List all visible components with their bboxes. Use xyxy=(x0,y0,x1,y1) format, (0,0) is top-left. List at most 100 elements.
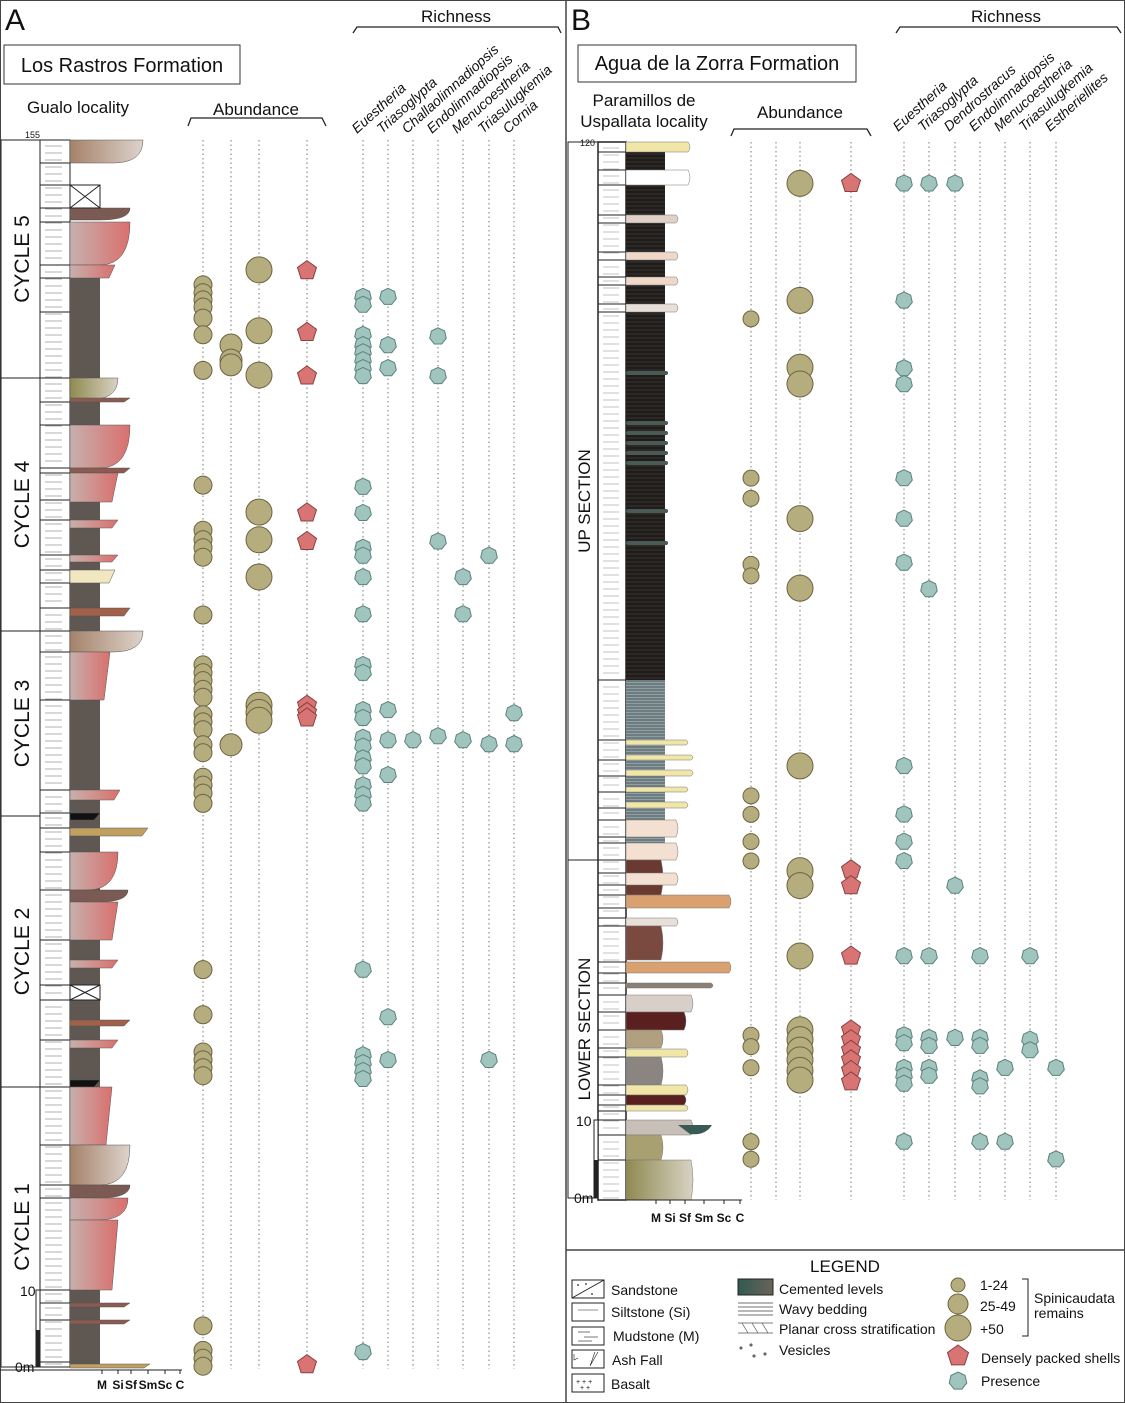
presence-marker xyxy=(354,1069,372,1087)
presence-marker xyxy=(480,1050,498,1068)
grain-size-label: Sm xyxy=(695,1211,714,1225)
abundance-marker-1-24 xyxy=(193,547,213,567)
legend-label-sandstone: Sandstone xyxy=(611,1282,678,1298)
legend-title: LEGEND xyxy=(810,1257,880,1276)
grain-size-label: C xyxy=(736,1211,745,1225)
cycle-label: CYCLE 4 xyxy=(11,460,34,548)
presence-marker xyxy=(895,805,913,823)
abundance-marker-gt50 xyxy=(786,942,814,970)
sediment-bed xyxy=(69,472,119,503)
presence-marker xyxy=(505,734,523,753)
lithology-strip xyxy=(597,141,627,1201)
abundance-marker-gt50 xyxy=(245,317,273,345)
legend-label-ash-fall: Ash Fall xyxy=(612,1352,663,1368)
legend-label-25-49: 25-49 xyxy=(980,1298,1016,1314)
abundance-bracket-b xyxy=(730,128,872,137)
sediment-bed xyxy=(69,901,119,941)
presence-marker xyxy=(895,756,913,775)
sediment-bed xyxy=(69,207,131,221)
legend-basalt: + + ++ + Basalt xyxy=(571,1373,650,1393)
presence-marker xyxy=(1047,1058,1065,1076)
legend-group-label-1: Spinicaudata xyxy=(1034,1290,1115,1306)
sediment-bed xyxy=(69,397,131,403)
densely-packed-marker xyxy=(296,502,318,522)
locality-label-a: Gualo locality xyxy=(27,98,130,117)
presence-marker xyxy=(354,295,372,313)
presence-marker xyxy=(895,1132,913,1150)
sediment-bed xyxy=(625,754,694,761)
sediment-bed xyxy=(69,467,131,474)
legend-label-planar: Planar cross stratification xyxy=(779,1321,935,1337)
abundance-marker-gt50 xyxy=(786,370,814,398)
sediment-bed xyxy=(625,1048,689,1058)
cemented-level xyxy=(626,451,668,455)
section-box xyxy=(567,859,599,1199)
presence-marker xyxy=(895,174,913,192)
sediment-bed xyxy=(69,1144,131,1186)
abundance-marker-1-24 xyxy=(193,793,213,813)
presence-marker xyxy=(971,946,989,965)
abundance-label-a: Abundance xyxy=(213,100,299,119)
grain-size-label: M xyxy=(97,1378,107,1392)
abundance-marker-25-49 xyxy=(219,733,243,757)
abundance-marker-gt50 xyxy=(786,1066,814,1094)
presence-marker xyxy=(895,291,913,309)
legend-label-presence: Presence xyxy=(981,1373,1040,1389)
abundance-marker-gt50 xyxy=(245,526,273,554)
panel-a-letter: A xyxy=(5,4,25,37)
abundance-marker-gt50 xyxy=(786,752,814,780)
presence-marker xyxy=(379,287,397,305)
legend-siltstone: Siltstone (Si) xyxy=(571,1302,690,1322)
sediment-bed xyxy=(69,607,131,617)
legend-ash-fall: Ash Fall xyxy=(571,1349,663,1369)
presence-marker xyxy=(920,579,938,598)
cemented-level xyxy=(626,371,668,375)
sediment-bed xyxy=(625,925,664,961)
densely-packed-marker xyxy=(840,172,862,192)
abundance-bracket-a xyxy=(187,117,327,127)
legend-label-1-24: 1-24 xyxy=(980,1277,1008,1293)
abundance-marker-1-24 xyxy=(193,1066,213,1086)
formation-title-box-b xyxy=(577,44,857,83)
presence-marker xyxy=(920,1066,938,1084)
densely-packed-marker xyxy=(296,259,318,280)
abundance-marker-1-24 xyxy=(193,687,213,707)
abundance-marker-1-24 xyxy=(742,805,760,823)
depth-top-label: 120 xyxy=(580,138,595,148)
presence-marker xyxy=(895,509,913,527)
abundance-marker-25-49 xyxy=(219,353,243,377)
sediment-bed xyxy=(69,139,144,164)
cemented-level xyxy=(626,421,668,425)
presence-marker xyxy=(354,567,372,586)
abundance-marker-1-24 xyxy=(742,1150,760,1168)
section-label: UP SECTION xyxy=(575,449,594,553)
sediment-bed xyxy=(69,651,111,701)
presence-marker xyxy=(996,1132,1014,1150)
sediment-bed xyxy=(69,1219,119,1291)
legend-label-50: +50 xyxy=(980,1321,1004,1337)
sediment-bed xyxy=(625,801,689,809)
abundance-marker-1-24 xyxy=(193,1005,213,1025)
presence-marker xyxy=(920,174,938,192)
locality-label-b-line2: Uspallata locality xyxy=(580,112,708,131)
legend-planar-cross: Planar cross stratification xyxy=(738,1321,935,1337)
grain-size-label: Si xyxy=(112,1378,123,1392)
presence-marker xyxy=(895,946,913,965)
legend-label-wavy: Wavy bedding xyxy=(779,1301,867,1317)
legend-vesicles: Vesicles xyxy=(739,1342,830,1358)
densely-packed-marker xyxy=(296,321,318,341)
grain-size-label: C xyxy=(176,1378,185,1392)
covered-interval-cross xyxy=(69,184,101,209)
sediment-bed xyxy=(69,569,116,584)
presence-marker xyxy=(354,757,372,775)
sediment-bed xyxy=(625,894,732,909)
presence-marker xyxy=(354,546,372,564)
legend-group-label-2: remains xyxy=(1034,1305,1084,1321)
abundance-marker-gt50 xyxy=(245,361,273,389)
presence-marker xyxy=(1047,1150,1065,1168)
abundance-marker-gt50 xyxy=(245,563,273,591)
legend-densely-packed: Densely packed shells xyxy=(946,1344,1120,1366)
legend-small-circle xyxy=(950,1277,966,1293)
sediment-bed xyxy=(69,851,119,891)
